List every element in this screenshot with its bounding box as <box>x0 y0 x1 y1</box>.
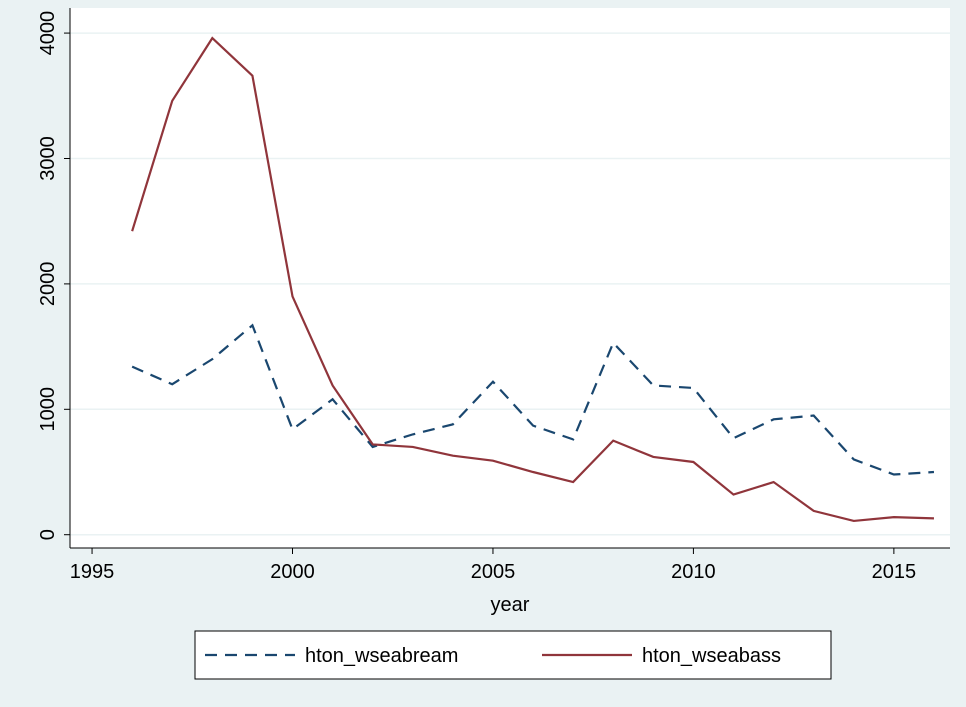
plot-region <box>70 8 950 548</box>
y-tick-label: 1000 <box>37 387 59 432</box>
x-tick-label: 2005 <box>471 561 516 583</box>
legend-label: hton_wseabream <box>305 645 458 667</box>
legend-label: hton_wseabass <box>642 645 781 667</box>
line-series <box>131 323 935 476</box>
x-tick-label: 2015 <box>872 561 917 583</box>
y-tick-label: 0 <box>37 529 59 540</box>
x-axis-title: year <box>491 594 530 616</box>
x-tick-label: 1995 <box>70 561 115 583</box>
y-tick-label: 2000 <box>37 262 59 307</box>
y-tick-label: 3000 <box>37 136 59 181</box>
x-tick-label: 2010 <box>671 561 716 583</box>
x-tick-label: 2000 <box>270 561 315 583</box>
y-tick-label: 4000 <box>37 11 59 56</box>
line-series <box>131 36 934 523</box>
legend <box>194 630 832 680</box>
